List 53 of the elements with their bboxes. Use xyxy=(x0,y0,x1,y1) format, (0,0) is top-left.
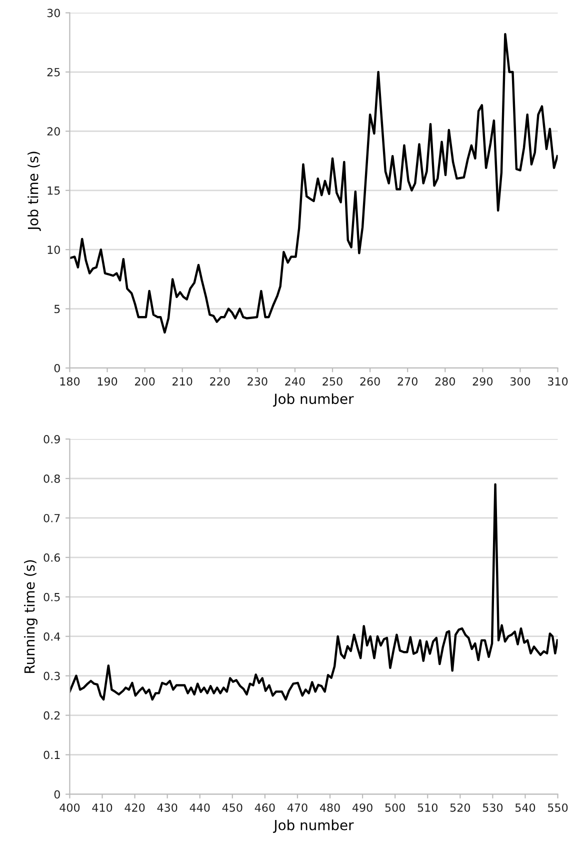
y-tick-label: 30 xyxy=(47,8,60,18)
y-tick-label: 0.9 xyxy=(44,435,60,444)
x-tick-label: 230 xyxy=(248,377,268,386)
x-tick-label: 400 xyxy=(60,803,80,812)
y-axis-title: Running time (s) xyxy=(24,560,38,673)
y-tick-label: 0.2 xyxy=(44,711,60,720)
y-tick-label: 0.1 xyxy=(44,750,60,760)
x-tick-label: 420 xyxy=(124,803,145,812)
x-tick-label: 250 xyxy=(322,377,342,386)
x-tick-label: 300 xyxy=(510,377,530,386)
x-tick-label: 470 xyxy=(287,803,308,812)
line-series xyxy=(70,483,558,701)
y-tick-label: 0.6 xyxy=(44,553,60,562)
y-tick-label: 20 xyxy=(47,127,60,136)
x-tick-label: 530 xyxy=(482,803,503,812)
x-tick-label: 280 xyxy=(435,377,455,386)
x-tick-label: 310 xyxy=(548,377,568,386)
x-tick-label: 460 xyxy=(254,803,275,812)
x-tick-label: 220 xyxy=(210,377,230,386)
x-tick-label: 490 xyxy=(352,803,372,812)
y-tick-label: 0.3 xyxy=(44,672,60,680)
y-tick-label: 0 xyxy=(54,790,60,799)
x-tick-label: 200 xyxy=(135,377,155,386)
y-tick-label: 0.4 xyxy=(44,632,60,641)
x-tick-label: 190 xyxy=(98,377,118,386)
x-tick-label: 450 xyxy=(222,803,242,812)
x-tick-label: 520 xyxy=(450,803,470,812)
y-tick-label: 5 xyxy=(54,304,60,314)
y-axis-title: Job time (s) xyxy=(28,152,41,231)
x-tick-label: 410 xyxy=(92,803,112,812)
x-tick-label: 270 xyxy=(398,377,418,386)
x-tick-label: 500 xyxy=(385,803,405,812)
x-axis-title: Job number xyxy=(273,820,354,833)
line-series xyxy=(70,33,558,334)
y-tick-label: 0.7 xyxy=(44,514,60,522)
x-tick-label: 290 xyxy=(472,377,493,386)
y-tick-label: 25 xyxy=(47,68,60,76)
x-tick-label: 180 xyxy=(60,377,80,386)
y-tick-label: 0.8 xyxy=(44,474,60,483)
x-tick-label: 550 xyxy=(548,803,568,812)
x-tick-label: 210 xyxy=(172,377,192,386)
x-tick-label: 430 xyxy=(157,803,178,812)
x-tick-label: 480 xyxy=(320,803,340,812)
x-tick-label: 260 xyxy=(360,377,380,386)
x-tick-label: 440 xyxy=(190,803,210,812)
y-tick-label: 10 xyxy=(48,246,60,254)
x-tick-label: 540 xyxy=(515,803,536,812)
y-tick-label: 0 xyxy=(54,364,60,372)
x-tick-label: 240 xyxy=(285,377,305,386)
y-tick-label: 0.5 xyxy=(44,592,60,602)
y-tick-label: 15 xyxy=(48,186,60,195)
x-axis-title: Job number xyxy=(273,393,354,407)
x-tick-label: 510 xyxy=(418,803,438,812)
